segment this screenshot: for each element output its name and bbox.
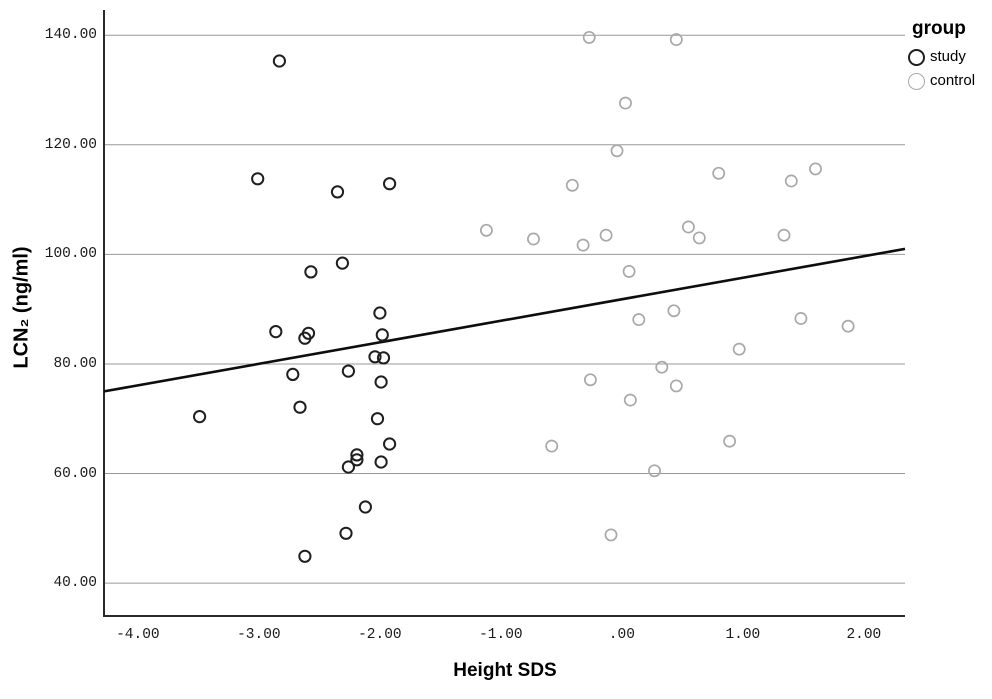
data-point-control	[576, 238, 590, 252]
control-open-circle-icon	[908, 72, 925, 90]
data-point-control	[582, 30, 596, 44]
data-point-control	[632, 313, 646, 327]
legend-item-control: control	[908, 72, 992, 90]
data-point-control	[545, 439, 559, 453]
y-tick-label: 60.00	[53, 465, 97, 482]
data-point-control	[784, 174, 798, 188]
data-point-control	[809, 162, 822, 176]
data-point-control	[669, 33, 683, 47]
data-point-control	[667, 304, 681, 318]
data-point-control	[599, 228, 613, 242]
legend: group study control	[908, 18, 992, 96]
data-point-control	[841, 319, 855, 333]
data-point-control	[712, 166, 726, 180]
data-point-study	[375, 328, 389, 342]
y-tick-label: 100.00	[44, 246, 97, 263]
data-point-study	[376, 351, 391, 365]
legend-label-study: study	[930, 48, 966, 65]
data-point-control	[723, 434, 737, 448]
data-point-study	[341, 460, 355, 474]
legend-title: group	[912, 18, 966, 39]
x-tick-label: -2.00	[358, 627, 402, 643]
data-point-study	[350, 453, 364, 467]
data-point-study	[301, 326, 316, 340]
data-point-study	[370, 412, 385, 426]
data-point-study	[374, 375, 388, 389]
data-point-study	[335, 256, 349, 270]
data-point-control	[692, 231, 706, 245]
x-tick-label: -1.00	[479, 627, 523, 643]
data-point-study	[339, 526, 353, 540]
data-point-study	[350, 448, 364, 462]
legend-item-study: study	[908, 48, 992, 66]
data-point-control	[479, 223, 493, 237]
data-point-control	[648, 464, 661, 478]
data-point-study	[193, 410, 207, 424]
data-point-control	[583, 373, 597, 387]
data-point-study	[251, 172, 265, 186]
x-axis-title: Height SDS	[453, 660, 557, 681]
data-point-control	[794, 312, 808, 325]
data-point-study	[286, 367, 300, 381]
data-point-control	[604, 528, 618, 542]
data-point-study	[358, 500, 372, 514]
data-point-study	[293, 400, 307, 414]
data-point-control	[565, 178, 579, 192]
x-tick-label: -4.00	[116, 627, 160, 643]
data-point-study	[298, 549, 312, 563]
y-tick-label: 40.00	[53, 575, 97, 592]
data-point-control	[527, 232, 540, 246]
data-point-study	[272, 54, 286, 68]
x-tick-label: 2.00	[846, 627, 882, 643]
data-point-control	[610, 144, 624, 158]
data-point-study	[368, 350, 382, 364]
data-point-study	[304, 265, 318, 279]
y-tick-label: 120.00	[44, 136, 97, 153]
y-tick-label: 80.00	[53, 355, 97, 372]
data-point-study	[383, 177, 397, 191]
data-point-study	[341, 364, 355, 378]
data-point-control	[681, 220, 695, 234]
data-point-control	[732, 342, 746, 356]
y-axis-title: LCN₂ (ng/ml)	[10, 246, 33, 369]
data-point-study	[383, 437, 397, 451]
data-point-control	[622, 264, 636, 278]
data-point-control	[623, 393, 637, 407]
x-tick-label: 1.00	[725, 627, 761, 643]
study-open-circle-icon	[908, 48, 925, 66]
legend-label-control: control	[930, 72, 976, 89]
fit-line	[103, 247, 906, 393]
data-point-study	[374, 455, 388, 469]
data-point-control	[669, 379, 683, 393]
y-tick-label: 140.00	[44, 27, 97, 44]
data-point-control	[777, 228, 791, 242]
x-tick-label: .00	[608, 627, 635, 643]
data-point-control	[655, 360, 669, 374]
data-point-study	[269, 325, 283, 339]
data-point-control	[619, 96, 632, 110]
data-point-study	[330, 185, 345, 199]
data-point-study	[373, 306, 387, 320]
x-tick-label: -3.00	[237, 627, 281, 643]
